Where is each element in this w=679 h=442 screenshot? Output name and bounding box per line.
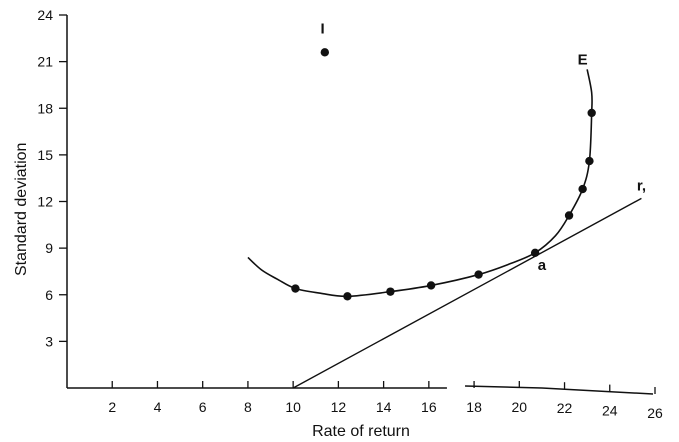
x-tick-label: 10 [285, 399, 301, 415]
y-tick-label: 15 [37, 147, 53, 163]
portfolio-point [587, 108, 596, 118]
portfolio-point [530, 248, 540, 257]
y-tick-label: 24 [37, 7, 53, 23]
x-tick-label: 26 [647, 405, 663, 421]
portfolio-point [343, 292, 352, 301]
portfolio-point [386, 287, 395, 296]
portfolio-point [585, 156, 594, 166]
y-tick-label: 18 [37, 100, 53, 116]
x-tick-label: 20 [512, 399, 528, 415]
x-tick-label: 24 [602, 403, 618, 419]
y-axis-title: Standard deviation [13, 143, 30, 276]
x-tick-label: 14 [376, 399, 392, 415]
x-tick-label: 2 [108, 399, 116, 415]
annotations: I Ea r, [320, 21, 646, 274]
x-tick-label: 4 [154, 399, 162, 415]
portfolio-points [291, 48, 596, 301]
y-tick-label: 6 [45, 287, 53, 303]
axes [66, 15, 654, 395]
x-tick-label: 12 [331, 399, 347, 415]
y-ticks: 3 6 9 12 15 18 21 24 [37, 7, 67, 349]
annotation-label: a [538, 257, 547, 274]
x-axis-title: Rate of return [312, 423, 410, 440]
y-tick-label: 3 [45, 333, 53, 349]
annotation-label: r, [637, 178, 646, 195]
portfolio-point [426, 281, 436, 290]
x-tick-label: 6 [199, 399, 207, 415]
annotation-label: I [320, 21, 324, 38]
tangent-line [292, 197, 642, 389]
portfolio-point [564, 211, 574, 220]
x-tick-label: 8 [244, 399, 252, 415]
y-tick-label: 21 [37, 54, 53, 70]
annotation-label: E [578, 52, 588, 69]
portfolio-point [578, 184, 587, 194]
x-axis-line-right [465, 385, 654, 395]
x-tick-label: 16 [421, 399, 437, 415]
x-ticks: 2 4 6 8 10 12 14 16 18 20 22 24 26 [108, 381, 663, 421]
portfolio-point [474, 270, 483, 279]
portfolio-point [291, 284, 300, 293]
y-tick-label: 12 [37, 194, 53, 210]
x-tick-label: 18 [466, 399, 482, 415]
x-tick-label: 22 [557, 400, 573, 416]
y-tick-label: 9 [45, 240, 53, 256]
outlier-point [320, 48, 330, 57]
